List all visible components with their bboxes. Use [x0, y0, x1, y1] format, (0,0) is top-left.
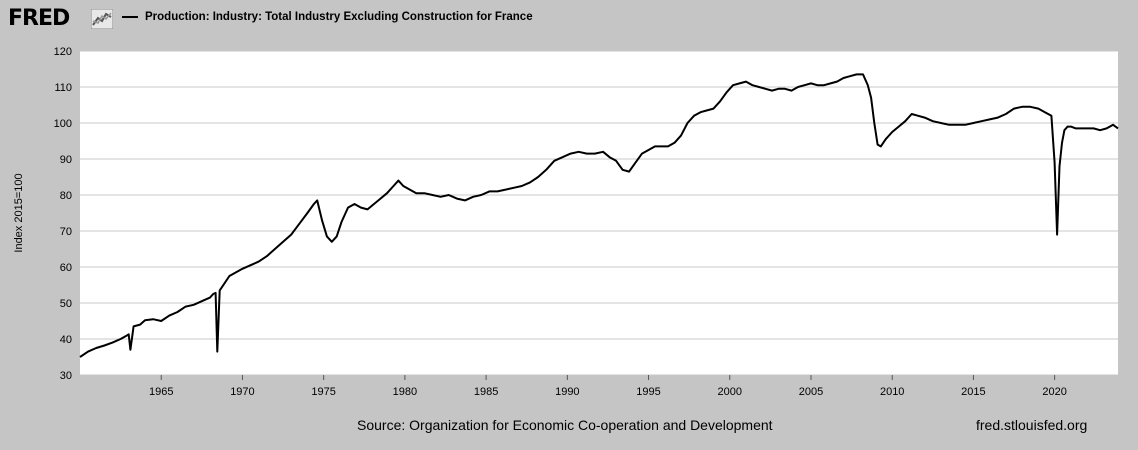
x-tick-label: 1985	[474, 386, 498, 398]
x-tick-label: 1970	[230, 386, 254, 398]
chart-line-icon	[91, 9, 113, 29]
y-tick-label: 90	[60, 154, 72, 166]
x-tick-label: 2010	[880, 386, 904, 398]
x-tick-label: 1995	[636, 386, 660, 398]
y-tick-label: 50	[60, 298, 72, 310]
legend-label: Production: Industry: Total Industry Exc…	[145, 11, 533, 23]
y-tick-label: 70	[60, 226, 72, 238]
x-tick-label: 2015	[961, 386, 985, 398]
y-tick-label: 100	[54, 118, 72, 130]
legend-swatch	[122, 16, 138, 18]
y-axis-ticks: 30 40 50 60 70 80 90 100 110 120	[54, 46, 72, 382]
y-tick-label: 110	[54, 82, 72, 94]
fred-url-link[interactable]: fred.stlouisfed.org	[976, 417, 1088, 433]
y-axis-label: Index 2015=100	[13, 173, 25, 252]
x-tick-label: 1990	[555, 386, 579, 398]
source-note: Source: Organization for Economic Co-ope…	[357, 417, 773, 433]
y-tick-label: 40	[60, 334, 72, 346]
x-tick-label: 2020	[1042, 386, 1066, 398]
series-line	[79, 73, 1119, 358]
y-tick-label: 80	[60, 190, 72, 202]
x-tick-label: 2005	[799, 386, 823, 398]
y-tick-label: 30	[60, 370, 72, 382]
x-tick-label: 2000	[718, 386, 742, 398]
x-tick-label: 1980	[393, 386, 417, 398]
fred-logo[interactable]: FRED	[8, 6, 70, 31]
chart-legend: Production: Industry: Total Industry Exc…	[122, 11, 533, 23]
plot-area	[80, 51, 1118, 375]
y-tick-label: 120	[54, 46, 72, 58]
x-tick-label: 1975	[311, 386, 335, 398]
x-tick-label: 1965	[149, 386, 173, 398]
y-tick-label: 60	[60, 262, 72, 274]
x-axis-ticks: 1965 1970 1975 1980 1985 1990 1995 2000 2005 2010…	[149, 375, 1067, 398]
